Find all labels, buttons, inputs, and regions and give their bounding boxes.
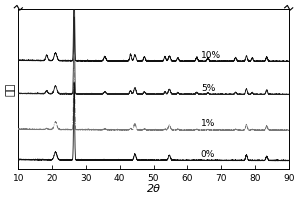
Text: 1%: 1% [201,119,215,128]
Text: 10%: 10% [201,51,221,60]
Text: 0%: 0% [201,150,215,159]
Y-axis label: 强度: 强度 [6,83,16,96]
Text: 5%: 5% [201,84,215,93]
X-axis label: 2θ: 2θ [147,184,160,194]
